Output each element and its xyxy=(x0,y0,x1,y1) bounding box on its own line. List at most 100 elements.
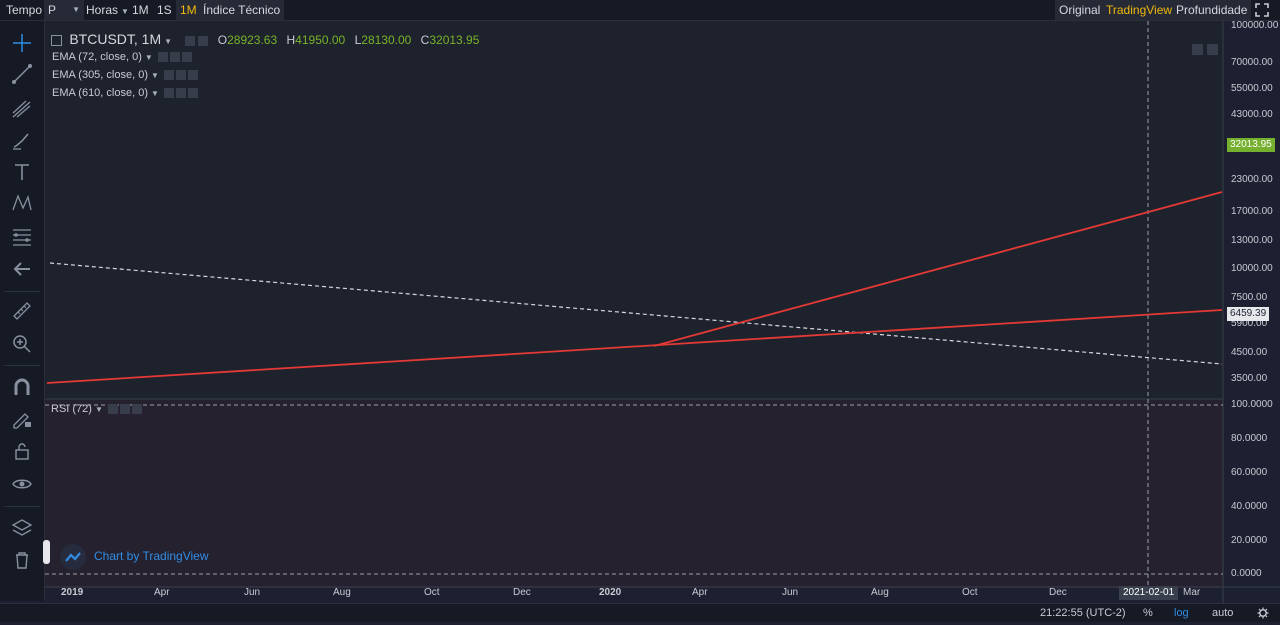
view-original-tab[interactable]: Original xyxy=(1055,0,1105,20)
price-tick: 55000.00 xyxy=(1231,83,1273,94)
indicators-button[interactable]: Índice Técnico xyxy=(199,0,285,20)
fullscreen-icon[interactable] xyxy=(1254,0,1274,20)
time-tick: Jun xyxy=(244,587,261,598)
price-tick: 5900.00 xyxy=(1231,318,1268,329)
text-icon[interactable] xyxy=(10,160,34,184)
interval-select-value: P xyxy=(48,3,57,17)
eye-icon[interactable] xyxy=(107,404,118,415)
eye-icon[interactable] xyxy=(157,52,168,63)
pattern-icon[interactable] xyxy=(10,191,34,215)
time-tick: Apr xyxy=(154,587,170,598)
pane-scroll-handle[interactable] xyxy=(43,540,50,564)
high-key: H xyxy=(286,33,296,47)
gear-icon[interactable] xyxy=(119,404,130,415)
chevron-down-icon[interactable]: ▼ xyxy=(144,53,153,62)
clock-display[interactable]: 21:22:55 (UTC-2) xyxy=(1040,607,1126,619)
time-tick: Aug xyxy=(871,587,889,598)
rsi-tick: 40.0000 xyxy=(1231,501,1268,512)
close-icon[interactable] xyxy=(181,52,192,63)
price-tick: 23000.00 xyxy=(1231,174,1273,185)
tradingview-watermark[interactable]: Chart by TradingView xyxy=(60,543,209,570)
lock-icon[interactable] xyxy=(10,439,34,463)
fib-icon[interactable] xyxy=(10,225,34,249)
last-price-tag: 32013.95 xyxy=(1227,138,1275,152)
zoom-icon[interactable] xyxy=(10,332,34,356)
top-toolbar: Tempo P ▼ Horas ▼ 1M 1S 1M Índice Técnico … xyxy=(0,0,1280,21)
time-tick: Oct xyxy=(962,587,978,598)
symbol-title[interactable]: BTCUSDT, 1M xyxy=(69,31,162,47)
price-tick: 17000.00 xyxy=(1231,206,1273,217)
price-tick: 3500.00 xyxy=(1231,373,1268,384)
gear-icon[interactable] xyxy=(198,35,209,46)
rsi-tick: 60.0000 xyxy=(1231,467,1268,478)
interval-select[interactable]: P ▼ xyxy=(44,0,84,20)
gear-icon[interactable] xyxy=(175,88,186,99)
view-tradingview-tab[interactable]: TradingView xyxy=(1102,0,1177,20)
collapse-icon[interactable] xyxy=(51,35,62,47)
eye-icon[interactable] xyxy=(10,472,34,496)
low-key: L xyxy=(354,33,362,47)
close-value: 32013.95 xyxy=(429,33,480,47)
rsi-tick: 0.0000 xyxy=(1231,568,1262,579)
ema-305-legend[interactable]: EMA (305, close, 0) ▼ xyxy=(52,69,198,81)
bottom-bar: 21:22:55 (UTC-2) % log auto xyxy=(0,603,1280,622)
scroll-down-icon[interactable] xyxy=(1192,44,1203,55)
rsi-label: RSI (72) xyxy=(51,403,92,415)
crosshair-icon[interactable] xyxy=(10,31,34,55)
log-toggle[interactable]: log xyxy=(1174,607,1189,619)
auto-toggle[interactable]: auto xyxy=(1212,607,1234,619)
layers-icon[interactable] xyxy=(10,516,34,540)
ema-610-legend[interactable]: EMA (610, close, 0) ▼ xyxy=(52,87,198,99)
price-chart[interactable] xyxy=(45,21,1280,603)
trendline-icon[interactable] xyxy=(10,62,34,86)
time-tick: Dec xyxy=(1049,587,1067,598)
pitchfork-icon[interactable] xyxy=(10,97,34,121)
rsi-pane-background xyxy=(45,400,1223,588)
settings-icon[interactable] xyxy=(185,35,196,46)
tempo-label: Tempo xyxy=(6,3,43,17)
toolbar-divider xyxy=(4,365,40,366)
price-tick: 70000.00 xyxy=(1231,57,1273,68)
support-trendline xyxy=(46,309,1223,384)
chevron-down-icon[interactable]: ▼ xyxy=(151,71,159,80)
chevron-down-icon[interactable]: ▼ xyxy=(151,89,159,98)
high-value: 41950.00 xyxy=(295,33,346,47)
ruler-icon[interactable] xyxy=(10,299,34,323)
close-icon[interactable] xyxy=(187,88,198,99)
interval-1s-button[interactable]: 1S xyxy=(157,3,172,17)
rsi-legend[interactable]: RSI (72) ▼ xyxy=(51,403,142,415)
eye-icon[interactable] xyxy=(163,70,174,81)
gear-icon[interactable] xyxy=(175,70,186,81)
drawing-toolbar xyxy=(0,21,45,601)
brush-icon[interactable] xyxy=(10,129,34,153)
price-tick: 43000.00 xyxy=(1231,109,1273,120)
rsi-tick: 100.0000 xyxy=(1231,399,1273,410)
interval-1m-button[interactable]: 1M xyxy=(132,3,149,17)
back-arrow-icon[interactable] xyxy=(10,257,34,281)
magnet-icon[interactable] xyxy=(10,375,34,399)
open-key: O xyxy=(217,33,228,47)
percent-toggle[interactable]: % xyxy=(1143,607,1153,619)
chevron-down-icon[interactable]: ▼ xyxy=(94,405,103,414)
eye-icon[interactable] xyxy=(163,88,174,99)
gear-icon[interactable] xyxy=(169,52,180,63)
price-tick: 100000.00 xyxy=(1231,20,1279,31)
low-value: 28130.00 xyxy=(361,33,412,47)
scroll-up-icon[interactable] xyxy=(1207,44,1218,55)
price-tick: 4500.00 xyxy=(1231,347,1268,358)
close-icon[interactable] xyxy=(131,404,142,415)
ema-72-legend[interactable]: EMA (72, close, 0) ▼ xyxy=(52,51,192,63)
time-tick: Jun xyxy=(782,587,799,598)
ema-72-label: EMA (72, close, 0) xyxy=(52,51,142,63)
interval-1mo-button[interactable]: 1M xyxy=(176,0,201,20)
chevron-down-icon[interactable]: ▼ xyxy=(164,37,173,46)
symbol-legend: BTCUSDT, 1M ▼ O28923.63 H41950.00 L28130.… xyxy=(51,31,479,47)
crosshair-date-tag: 2021-02-01 xyxy=(1119,586,1179,600)
settings-icon[interactable] xyxy=(1257,604,1269,622)
close-icon[interactable] xyxy=(187,70,198,81)
horas-dropdown[interactable]: Horas ▼ xyxy=(86,0,129,20)
time-tick: Dec xyxy=(513,587,531,598)
pencil-lock-icon[interactable] xyxy=(10,407,34,431)
view-depth-tab[interactable]: Profundidade xyxy=(1172,0,1252,20)
trash-icon[interactable] xyxy=(10,548,34,572)
